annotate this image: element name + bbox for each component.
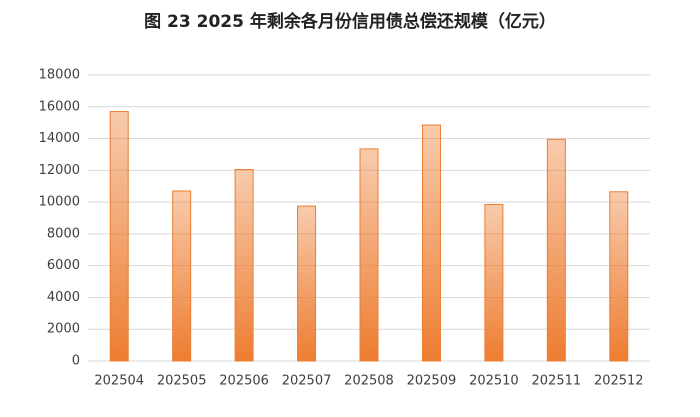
bar (297, 205, 317, 362)
x-tick-label: 202506 (219, 374, 269, 389)
y-tick-label: 10000 (39, 195, 80, 210)
y-tick-label: 14000 (39, 131, 80, 146)
x-tick-label: 202512 (594, 374, 644, 389)
chart-title: 图 23 2025 年剩余各月份信用债总偿还规模（亿元） (144, 11, 556, 32)
y-tick-label: 16000 (39, 99, 80, 114)
x-tick-label: 202509 (407, 374, 457, 389)
bar (359, 148, 379, 362)
y-tick-label: 18000 (39, 68, 80, 83)
bar (609, 191, 629, 362)
y-tick-label: 8000 (47, 226, 80, 241)
y-tick-label: 12000 (39, 163, 80, 178)
x-tick-label: 202510 (469, 374, 519, 389)
y-tick-label: 4000 (47, 290, 80, 305)
x-tick-label: 202504 (94, 374, 144, 389)
bar (546, 138, 566, 362)
y-tick-label: 0 (72, 354, 80, 369)
bar (109, 111, 129, 362)
bar (421, 124, 441, 362)
bar (172, 190, 192, 362)
x-tick-label: 202508 (344, 374, 394, 389)
x-tick-label: 202511 (532, 374, 582, 389)
y-tick-label: 6000 (47, 258, 80, 273)
bar (484, 203, 504, 362)
x-tick-label: 202505 (157, 374, 207, 389)
bar (234, 169, 254, 362)
y-tick-label: 2000 (47, 322, 80, 337)
x-tick-label: 202507 (282, 374, 332, 389)
